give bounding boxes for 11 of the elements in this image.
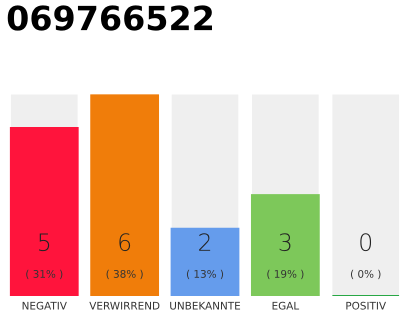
data-label: 0 ( 0% ) bbox=[350, 233, 380, 280]
x-tick-label: POSITIV bbox=[346, 302, 386, 310]
data-label: 5 ( 31% ) bbox=[26, 234, 62, 280]
x-tick-label: NEGATIV bbox=[22, 302, 67, 310]
x-tick-label: UNBEKANNTE bbox=[170, 302, 240, 310]
data-label: 3 ( 19% ) bbox=[267, 233, 304, 280]
x-tick-label: VERWIRREND bbox=[89, 302, 160, 310]
x-tick-label: EGAL bbox=[272, 302, 300, 310]
data-label: 2 ( 13% ) bbox=[186, 233, 224, 280]
chart-title: 069766522 bbox=[8, 5, 212, 31]
data-label: 6 ( 38% ) bbox=[106, 233, 143, 280]
